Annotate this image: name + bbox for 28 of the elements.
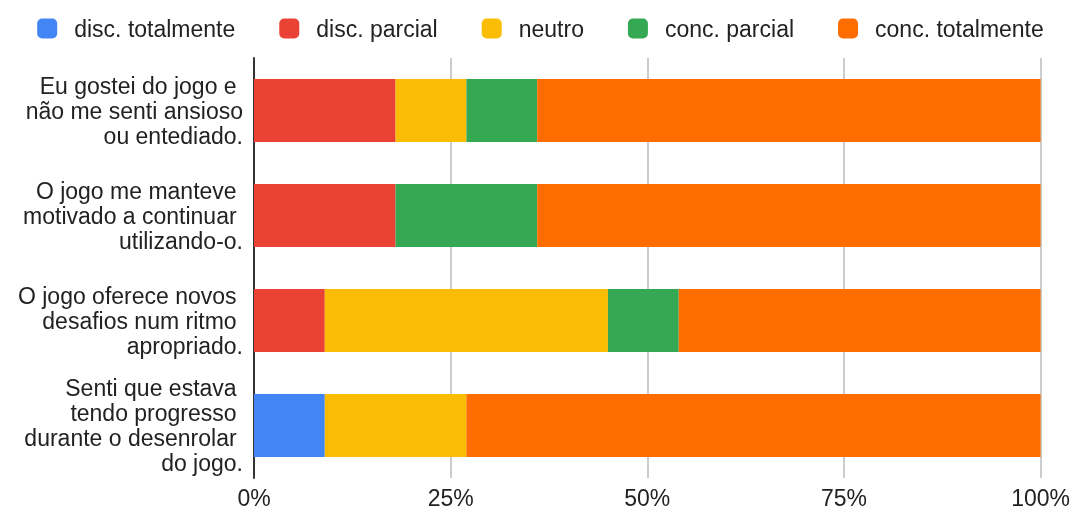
bar xyxy=(395,79,467,142)
legend-label: neutro xyxy=(518,15,584,42)
bar xyxy=(254,289,325,352)
x-tick-label: 100% xyxy=(1011,484,1070,511)
legend-label: conc. parcial xyxy=(664,15,795,42)
y-tick-label: O jogo me manteve motivado a continuar utilizando-o. xyxy=(23,177,243,254)
bar xyxy=(324,394,467,457)
x-tick-label: 75% xyxy=(820,484,867,511)
y-tick-label: O jogo oferece novos desafios num ritmo apropriado. xyxy=(17,282,243,359)
y-tick-label: Eu gostei do jogo e não me senti ansioso ou entediado. xyxy=(25,72,243,149)
y-tick-label: Senti que estava tendo progresso durante o desenrolar do jogo. xyxy=(24,375,243,476)
bar xyxy=(324,289,608,352)
bar xyxy=(607,289,679,352)
bar xyxy=(537,184,1041,247)
bar xyxy=(537,79,1041,142)
x-tick-label: 50% xyxy=(624,484,671,511)
bar xyxy=(254,79,396,142)
legend-label: conc. totalmente xyxy=(875,15,1044,42)
x-tick-label: 25% xyxy=(427,484,474,511)
bar xyxy=(466,394,1041,457)
bar xyxy=(678,289,1041,352)
bar xyxy=(466,79,538,142)
bar xyxy=(254,394,325,457)
legend-label: disc. parcial xyxy=(316,15,438,42)
x-tick-label: 0% xyxy=(237,484,271,511)
bar xyxy=(254,184,396,247)
legend-label: disc. totalmente xyxy=(74,15,236,42)
bar xyxy=(395,184,538,247)
